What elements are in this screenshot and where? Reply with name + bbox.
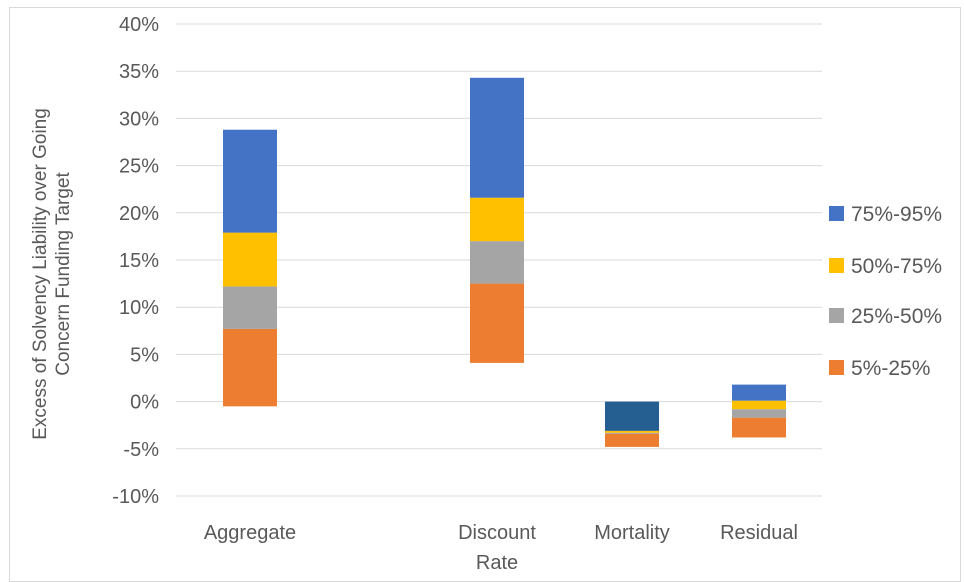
category-label: Aggregate	[204, 522, 296, 544]
bar-segment-75pct-95pct	[223, 129, 277, 233]
bar-segment-75pct-95pct	[470, 77, 524, 198]
y-axis-title-line: Concern Funding Target	[53, 172, 74, 376]
bar-segment-25pct-50pct	[732, 409, 786, 418]
legend-label: 50%-75%	[851, 255, 942, 278]
y-tick-label: 5%	[130, 344, 159, 366]
category-label: Mortality	[594, 522, 670, 544]
bars	[223, 77, 786, 447]
category-label: Rate	[476, 552, 518, 574]
legend-swatch	[829, 206, 844, 221]
y-tick-label: 15%	[119, 250, 159, 272]
y-axis-title: Excess of Solvency Liability over Going C…	[30, 108, 74, 440]
bar-segment-5pct-25pct	[732, 417, 786, 438]
legend-label: 75%-95%	[851, 203, 942, 226]
y-tick-label: -10%	[112, 486, 159, 508]
bar-segment-50pct-75pct	[732, 400, 786, 410]
y-tick-label: 30%	[119, 108, 159, 130]
legend-swatch	[829, 360, 844, 375]
y-tick-label: 40%	[119, 14, 159, 36]
bar-segment-50pct-75pct	[605, 430, 659, 433]
legend: 75%-95% 50%-75% 25%-50% 5%-25%	[829, 203, 942, 380]
category-label: Residual	[720, 522, 798, 544]
bar-segment-75pct-95pct	[732, 384, 786, 401]
y-tick-label: 35%	[119, 61, 159, 83]
y-tick-label: 25%	[119, 156, 159, 178]
category-label: Discount	[458, 522, 536, 544]
legend-label: 5%-25%	[851, 357, 930, 380]
bar-segment-75pct-95pct	[605, 401, 659, 431]
y-axis-title-line: Excess of Solvency Liability over Going	[30, 108, 51, 440]
y-tick-label: 20%	[119, 203, 159, 225]
bar-segment-5pct-25pct	[223, 328, 277, 407]
bar-segment-5pct-25pct	[605, 433, 659, 447]
bar-segment-25pct-50pct	[223, 286, 277, 329]
legend-label: 25%-50%	[851, 305, 942, 328]
bar-segment-50pct-75pct	[223, 232, 277, 287]
bar-segment-25pct-50pct	[470, 241, 524, 284]
y-tick-label: -5%	[123, 439, 159, 461]
x-axis-category-labels: Aggregate Discount Rate Mortality Residual	[204, 522, 798, 574]
bar-segment-50pct-75pct	[470, 197, 524, 242]
bar-segment-25pct-50pct	[605, 432, 659, 434]
y-axis-tick-labels: -10% -5% 0% 5% 10% 15% 20% 25% 30% 35% 40%	[112, 14, 159, 508]
legend-swatch	[829, 258, 844, 273]
legend-swatch	[829, 308, 844, 323]
bar-segment-5pct-25pct	[470, 283, 524, 363]
y-tick-label: 10%	[119, 297, 159, 319]
y-tick-label: 0%	[130, 392, 159, 414]
